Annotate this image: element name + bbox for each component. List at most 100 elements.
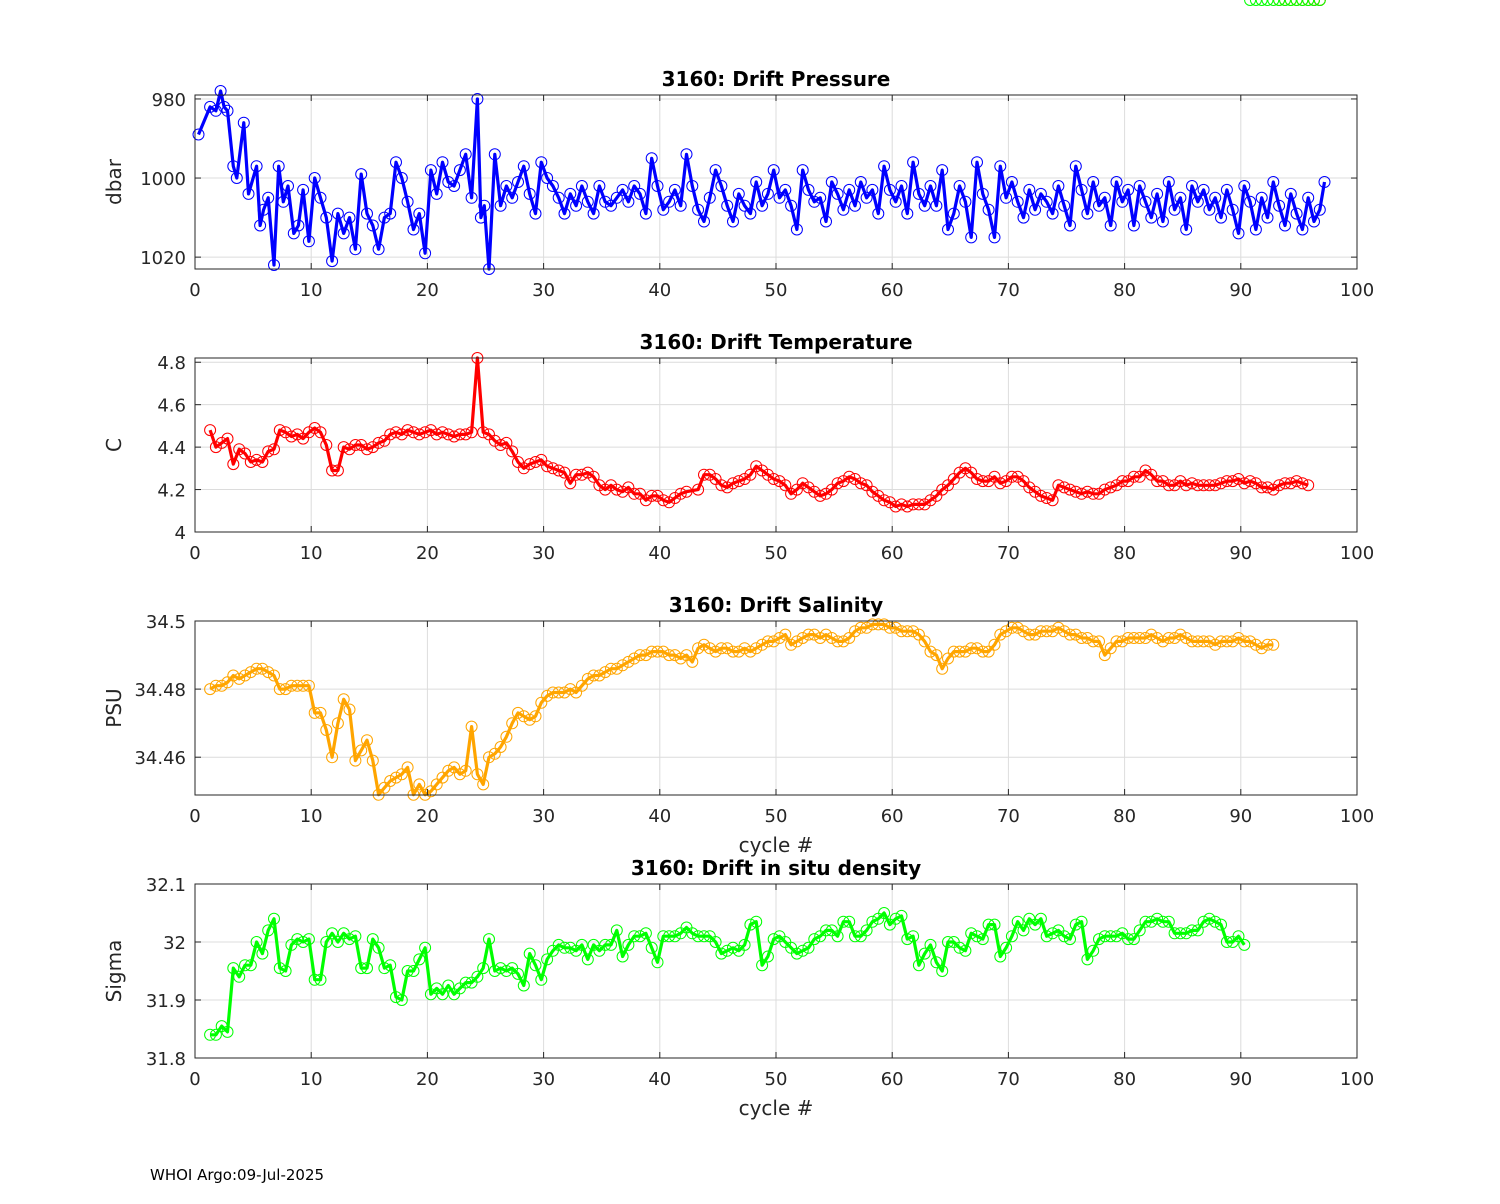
- y-axis-label: Sigma: [102, 940, 126, 1003]
- data-point: [1191, 924, 1204, 937]
- data-point: [738, 938, 751, 951]
- data-point: [849, 930, 861, 943]
- data-point: [564, 683, 577, 696]
- y-tick-label: 31.9: [146, 991, 186, 1012]
- data-point: [227, 458, 240, 471]
- data-point: [372, 941, 385, 954]
- data-point: [1215, 918, 1227, 931]
- data-point: [692, 203, 705, 216]
- y-axis-label: dbar: [102, 158, 126, 205]
- data-point: [1075, 915, 1088, 928]
- data-point: [331, 207, 344, 220]
- data-point: [1215, 211, 1227, 224]
- data-point: [895, 909, 908, 922]
- data-point: [703, 642, 716, 655]
- data-point: [366, 219, 379, 232]
- data-point: [361, 443, 373, 456]
- data-point: [668, 930, 681, 943]
- data-point: [1244, 0, 1257, 6]
- data-point: [756, 199, 769, 212]
- data-point: [680, 485, 693, 498]
- data-point: [1232, 632, 1245, 644]
- data-point: [1000, 191, 1013, 204]
- data-point: [285, 679, 298, 692]
- data-point: [529, 959, 542, 972]
- data-point: [477, 426, 490, 439]
- data-point: [1046, 927, 1059, 940]
- data-point: [1058, 481, 1071, 494]
- data-point: [988, 638, 1001, 651]
- data-point: [761, 950, 774, 963]
- data-point: [779, 628, 792, 641]
- data-point: [1156, 215, 1169, 228]
- data-point: [918, 947, 931, 960]
- data-point: [257, 203, 270, 216]
- data-point: [901, 207, 914, 220]
- data-point: [1261, 481, 1274, 494]
- x-tick-label: 90: [1229, 543, 1252, 564]
- data-point: [796, 944, 809, 957]
- data-point: [1046, 494, 1059, 507]
- data-point: [994, 160, 1007, 173]
- data-point: [907, 930, 920, 943]
- panel-3: 0 10 20 30 40 50 60 70 80 90 10034.4634.4834.53160…: [102, 0, 1374, 857]
- data-point: [395, 172, 408, 184]
- data-point: [912, 498, 925, 511]
- data-point: [1284, 477, 1297, 490]
- data-point: [1040, 625, 1053, 638]
- data-point: [889, 621, 902, 634]
- data-point: [837, 635, 850, 648]
- data-point: [1029, 203, 1042, 216]
- data-point: [1058, 930, 1071, 943]
- x-tick-label: 60: [881, 543, 904, 564]
- data-point: [1313, 0, 1326, 6]
- data-point: [1162, 479, 1175, 492]
- data-point: [343, 703, 356, 716]
- data-point: [872, 618, 885, 631]
- data-point: [645, 645, 658, 658]
- x-tick-label: 0: [189, 1069, 200, 1090]
- data-point: [192, 128, 205, 141]
- data-point: [256, 947, 269, 960]
- data-point: [918, 635, 931, 648]
- data-point: [628, 930, 641, 943]
- data-point: [744, 645, 757, 658]
- data-point: [982, 203, 995, 216]
- data-point: [523, 458, 536, 471]
- data-point: [384, 207, 397, 220]
- data-point: [1203, 203, 1216, 216]
- data-point: [1075, 632, 1088, 644]
- data-point: [291, 679, 304, 692]
- series-line: [209, 622, 1274, 797]
- data-point: [674, 199, 687, 212]
- data-point: [268, 443, 280, 456]
- data-point: [320, 936, 333, 948]
- data-point: [1215, 477, 1227, 490]
- data-point: [912, 187, 925, 200]
- data-point: [331, 464, 344, 477]
- data-point: [209, 679, 222, 692]
- data-point: [282, 180, 294, 192]
- data-point: [587, 470, 600, 483]
- data-point: [436, 156, 449, 169]
- data-point: [314, 191, 327, 204]
- x-tick-label: 100: [1340, 543, 1374, 564]
- data-point: [1069, 628, 1082, 641]
- data-point: [610, 191, 623, 204]
- data-point: [570, 468, 583, 481]
- data-point: [442, 428, 455, 441]
- data-point: [1238, 477, 1251, 490]
- data-point: [1081, 207, 1094, 220]
- data-point: [1226, 203, 1239, 216]
- data-point: [628, 487, 641, 500]
- data-point: [1267, 176, 1280, 188]
- data-point: [982, 918, 995, 931]
- data-point: [651, 645, 664, 658]
- data-point: [459, 976, 472, 989]
- data-point: [605, 662, 617, 675]
- data-point: [227, 962, 240, 975]
- data-point: [337, 693, 350, 706]
- data-point: [866, 915, 879, 928]
- data-point: [820, 628, 832, 641]
- data-point: [924, 938, 937, 951]
